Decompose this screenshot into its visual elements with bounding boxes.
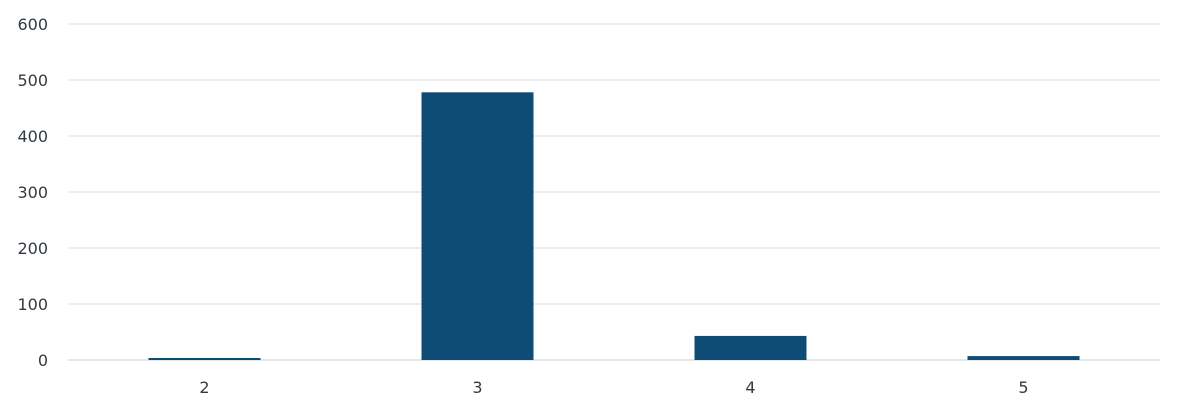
gridlines [68, 23, 1160, 361]
x-tick-label: 4 [745, 378, 755, 397]
y-axis-tick-labels: 0 100 200 300 400 500 600 [17, 15, 48, 370]
x-tick-label: 5 [1018, 378, 1028, 397]
y-tick-label: 400 [17, 127, 48, 146]
bar-4 [694, 335, 807, 360]
bars [148, 92, 1080, 360]
y-tick-label: 0 [38, 351, 48, 370]
bar-2 [148, 358, 261, 360]
y-tick-label: 600 [17, 15, 48, 34]
x-tick-label: 2 [199, 378, 209, 397]
y-tick-label: 300 [17, 183, 48, 202]
y-tick-label: 200 [17, 239, 48, 258]
bar-3 [421, 92, 534, 360]
y-tick-label: 100 [17, 295, 48, 314]
y-tick-label: 500 [17, 71, 48, 90]
bar-5 [967, 356, 1080, 360]
x-axis-tick-labels: 2 3 4 5 [199, 378, 1028, 397]
x-tick-label: 3 [472, 378, 482, 397]
